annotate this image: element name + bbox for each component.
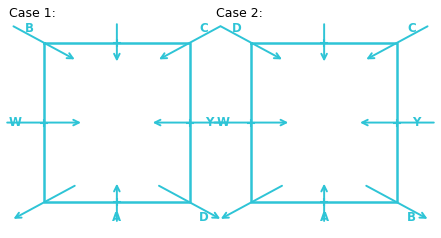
Text: W: W bbox=[9, 116, 22, 129]
Text: Y: Y bbox=[413, 116, 421, 129]
Text: Case 2:: Case 2: bbox=[216, 7, 263, 20]
Text: Y: Y bbox=[206, 116, 213, 129]
Text: W: W bbox=[216, 116, 229, 129]
Text: C: C bbox=[407, 22, 416, 35]
Text: C: C bbox=[200, 22, 209, 35]
Text: A: A bbox=[320, 211, 329, 224]
Text: D: D bbox=[232, 22, 242, 35]
Text: Case 1:: Case 1: bbox=[9, 7, 56, 20]
Text: A: A bbox=[112, 211, 121, 224]
Text: D: D bbox=[199, 211, 209, 223]
Text: B: B bbox=[25, 22, 34, 35]
Text: B: B bbox=[407, 211, 416, 223]
